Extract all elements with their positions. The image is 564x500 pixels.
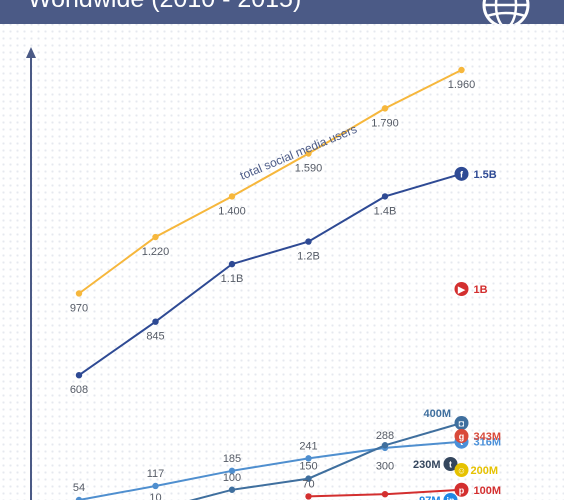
end-label: 343M <box>474 431 502 443</box>
data-label: 185 <box>223 453 241 465</box>
data-point <box>381 105 389 112</box>
svg-text:f: f <box>460 169 464 179</box>
data-point <box>228 486 236 493</box>
data-label: 1.400 <box>218 205 246 217</box>
tumblr-icon: t <box>443 457 458 471</box>
end-label: 400M <box>424 408 452 420</box>
end-label: 100M <box>474 485 502 497</box>
instagram-icon: ◘ <box>454 416 469 430</box>
data-point <box>152 233 159 241</box>
data-label: 150 <box>299 461 317 473</box>
data-label: 1.2B <box>297 251 320 263</box>
series-1 <box>75 170 465 379</box>
svg-text:▶: ▶ <box>457 285 466 295</box>
series-2 <box>75 438 465 500</box>
end-label-layer: f1.5Bt316M◘400Mp100M▶1Bg343Mt230M☺200Min… <box>413 166 502 500</box>
data-label: 117 <box>147 468 165 480</box>
pinterest-icon: p <box>454 482 469 497</box>
data-point <box>458 66 465 74</box>
series-line <box>78 69 462 295</box>
data-label: 241 <box>299 440 317 452</box>
globe-icon <box>482 0 530 24</box>
data-label: 1.220 <box>142 246 170 258</box>
data-label: 300 <box>376 460 394 472</box>
facebook-icon: f <box>454 166 469 181</box>
data-label: 970 <box>70 302 88 314</box>
end-label: 1.5B <box>474 169 497 181</box>
data-label: 608 <box>70 384 88 396</box>
svg-text:☺: ☺ <box>457 466 466 476</box>
svg-text:t: t <box>449 460 452 470</box>
series-4 <box>305 486 465 500</box>
data-point <box>381 491 389 498</box>
data-label: 1.4B <box>374 205 397 217</box>
data-label: 1.1B <box>221 273 244 285</box>
series-0 <box>75 66 465 297</box>
header-banner: Worldwide (2010 - 2015) <box>0 0 564 24</box>
end-label: 230M <box>413 459 441 471</box>
svg-text:g: g <box>459 432 465 442</box>
end-label: 316M <box>474 437 502 449</box>
data-point <box>381 193 389 200</box>
data-point <box>75 496 83 500</box>
data-point <box>152 482 159 490</box>
youtube-icon: ▶ <box>454 282 469 296</box>
snapchat-icon: ☺ <box>454 463 469 477</box>
y-axis <box>26 47 36 500</box>
series-line <box>78 440 462 500</box>
data-point <box>305 493 312 500</box>
data-point <box>305 455 312 462</box>
data-point <box>305 238 312 245</box>
data-point <box>75 371 83 379</box>
data-point <box>305 150 312 157</box>
svg-text:p: p <box>459 485 465 495</box>
data-point <box>75 290 83 297</box>
data-label: 54 <box>73 482 85 494</box>
data-label: 100 <box>223 472 241 484</box>
data-label: 1.960 <box>448 79 476 91</box>
series-layer <box>75 66 465 500</box>
data-point <box>381 442 389 449</box>
data-label: 70 <box>302 478 314 490</box>
data-label: 10 <box>149 492 161 500</box>
page-title: Worldwide (2010 - 2015) <box>28 0 301 14</box>
data-point <box>305 475 312 482</box>
linkedin-icon: in <box>443 493 458 500</box>
data-point <box>228 467 236 475</box>
data-label: 1.590 <box>295 163 323 175</box>
data-label: 1.790 <box>371 117 399 129</box>
google-plus-icon: g <box>454 429 469 443</box>
svg-text:in: in <box>447 496 455 500</box>
data-point <box>152 318 159 325</box>
data-label: 845 <box>146 331 164 343</box>
data-point <box>228 260 236 268</box>
data-label: 288 <box>376 430 394 442</box>
end-label: 200M <box>471 465 499 477</box>
data-point <box>228 193 236 200</box>
series-line <box>78 172 462 377</box>
end-label: 1B <box>474 284 488 296</box>
series-3 <box>189 419 465 500</box>
svg-text:◘: ◘ <box>459 419 465 429</box>
end-label: 97M <box>419 495 440 500</box>
